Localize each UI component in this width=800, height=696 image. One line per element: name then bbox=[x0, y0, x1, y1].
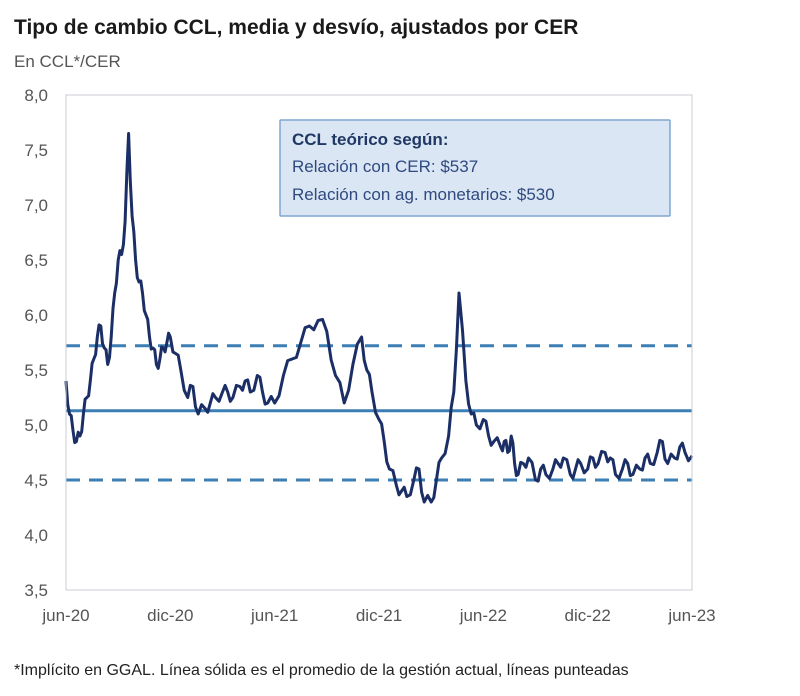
y-tick-label: 6,5 bbox=[24, 251, 48, 270]
y-tick-label: 4,5 bbox=[24, 471, 48, 490]
line-chart: 8,0 7,5 7,0 6,5 6,0 5,5 5,0 4,5 4,0 3,5 jun-20 dic… bbox=[24, 86, 715, 625]
annotation-box: CCL teórico según: Relación con CER: $53… bbox=[279, 119, 671, 217]
y-tick-label: 6,0 bbox=[24, 306, 48, 325]
y-tick-label: 4,0 bbox=[24, 526, 48, 545]
annotation-line-cer: Relación con CER: $537 bbox=[292, 157, 478, 176]
series-line-ccl-cer bbox=[64, 132, 694, 504]
x-tick-label: dic-22 bbox=[565, 606, 611, 625]
chart-title: Tipo de cambio CCL, media y desvío, ajus… bbox=[14, 16, 579, 39]
y-tick-label: 7,5 bbox=[24, 141, 48, 160]
annotation-line-monetary: Relación con ag. monetarios: $530 bbox=[292, 185, 555, 204]
y-tick-label: 8,0 bbox=[24, 86, 48, 105]
chart-subtitle: En CCL*/CER bbox=[14, 52, 121, 71]
x-tick-label: jun-23 bbox=[667, 606, 715, 625]
annotation-title: CCL teórico según: bbox=[292, 130, 448, 149]
x-tick-label: jun-20 bbox=[41, 606, 89, 625]
x-tick-label: jun-22 bbox=[459, 606, 507, 625]
annotation-background bbox=[279, 119, 671, 217]
y-tick-label: 3,5 bbox=[24, 581, 48, 600]
x-tick-label: dic-21 bbox=[356, 606, 402, 625]
x-tick-label: jun-21 bbox=[250, 606, 298, 625]
y-tick-label: 7,0 bbox=[24, 196, 48, 215]
y-tick-label: 5,0 bbox=[24, 416, 48, 435]
footnote: *Implícito en GGAL. Línea sólida es el p… bbox=[14, 662, 629, 679]
y-tick-label: 5,5 bbox=[24, 361, 48, 380]
plot-area-frame bbox=[65, 94, 693, 591]
x-tick-label: dic-20 bbox=[147, 606, 193, 625]
